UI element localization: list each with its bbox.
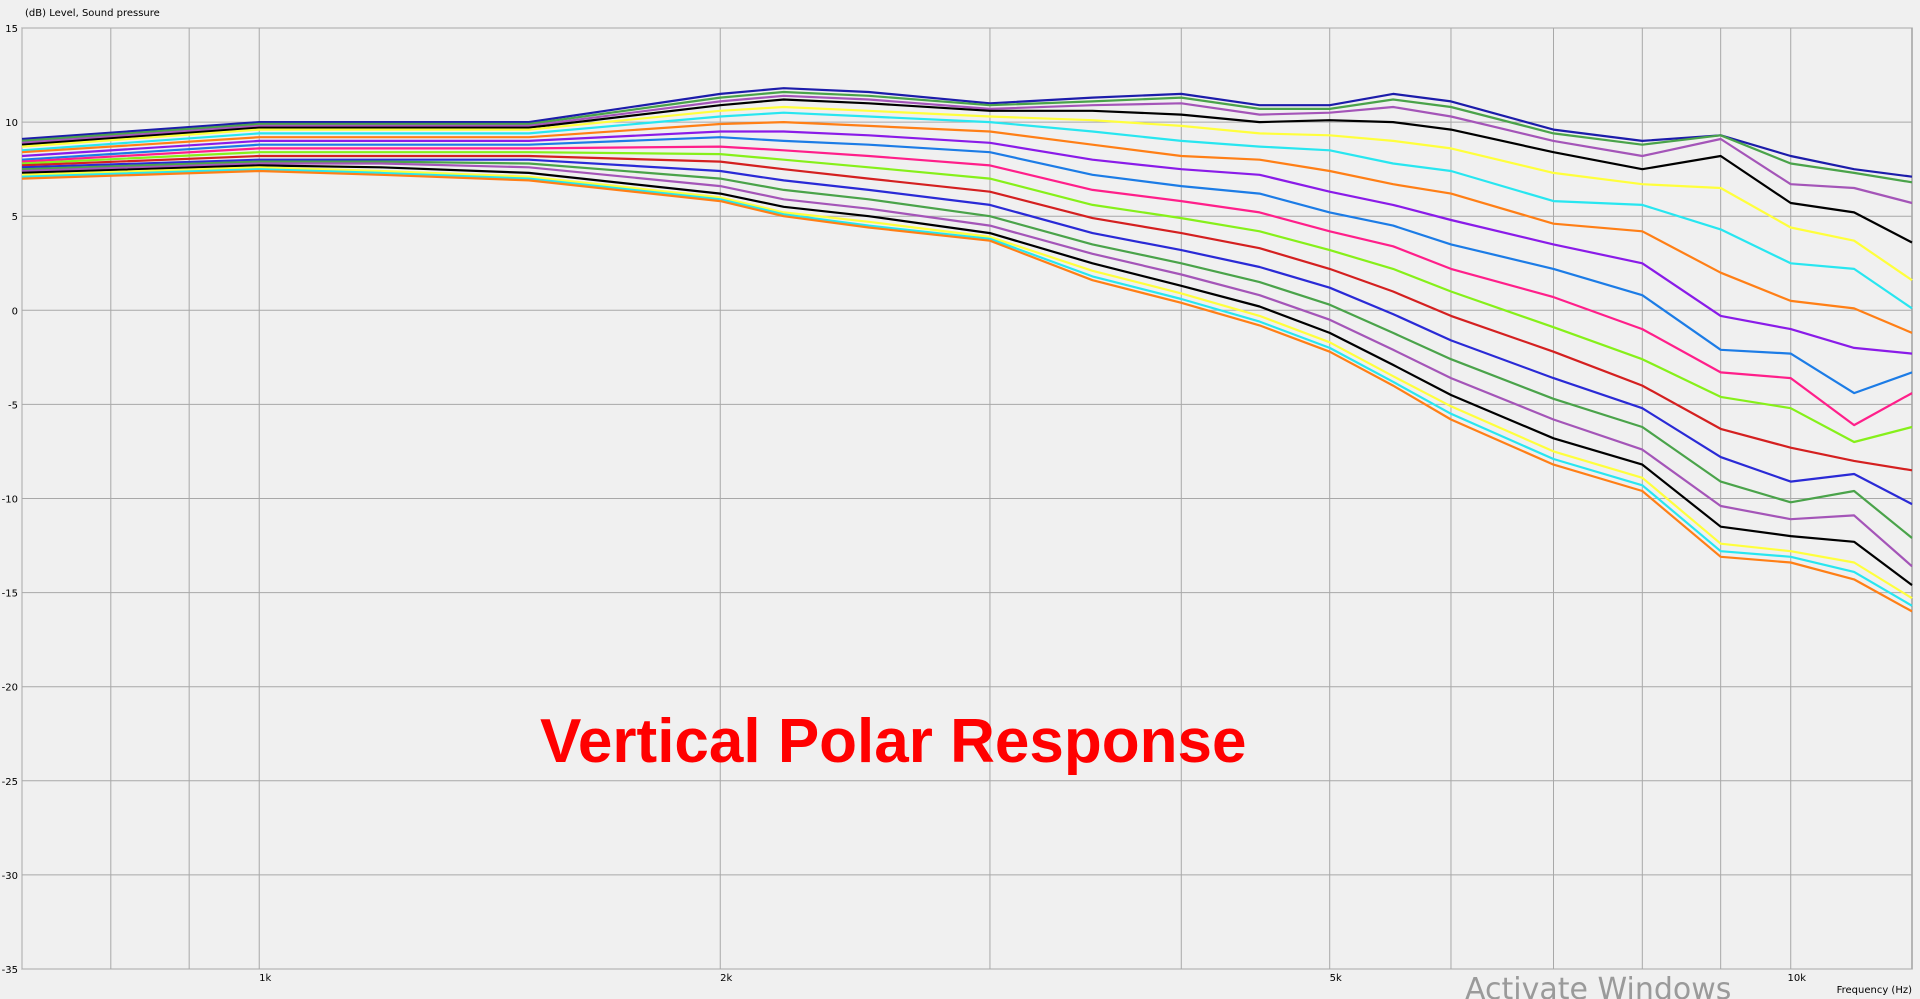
x-tick-labels: 1k 2k 5k 10k — [259, 973, 1806, 984]
series-line-2 — [21, 90, 1913, 184]
y-tick-label: -20 — [2, 683, 18, 694]
series-line-14 — [21, 160, 1913, 539]
y-tick-label: -25 — [2, 777, 18, 788]
y-tick-label: -30 — [2, 871, 18, 882]
series-line-6 — [21, 111, 1913, 310]
y-tick-label: 0 — [12, 306, 18, 317]
y-tick-label: 10 — [5, 118, 18, 129]
series-line-9 — [21, 136, 1913, 395]
series-line-3 — [21, 94, 1913, 205]
x-tick-label: 2k — [720, 973, 732, 984]
y-tick-label: 15 — [5, 24, 18, 35]
series-line-11 — [21, 151, 1913, 444]
series-line-7 — [21, 120, 1913, 334]
x-axis-label: Frequency (Hz) — [1837, 985, 1913, 996]
series-lines — [21, 87, 1913, 613]
x-tick-label: 5k — [1330, 973, 1342, 984]
y-tick-label: -35 — [2, 965, 18, 976]
series-line-15 — [21, 162, 1913, 568]
x-tick-label: 10k — [1787, 973, 1806, 984]
y-axis-label: (dB) Level, Sound pressure — [25, 8, 160, 19]
series-line-4 — [21, 98, 1913, 244]
series-line-5 — [21, 105, 1913, 282]
series-line-17 — [21, 166, 1913, 600]
series-line-8 — [21, 130, 1913, 355]
y-tick-label: -15 — [2, 589, 18, 600]
activate-windows-watermark: Activate Windows — [1465, 972, 1731, 999]
y-tick-label: -10 — [2, 495, 18, 506]
series-line-18 — [21, 168, 1913, 607]
series-line-19 — [21, 169, 1913, 613]
chart-overlay-title: Vertical Polar Response — [540, 707, 1246, 776]
series-line-10 — [21, 145, 1913, 427]
y-tick-label: 5 — [12, 212, 18, 223]
series-line-13 — [21, 158, 1913, 506]
y-tick-labels: 15 10 5 0 -5 -10 -15 -20 -25 -30 -35 — [2, 24, 18, 976]
series-line-12 — [21, 154, 1913, 472]
y-tick-label: -5 — [8, 400, 18, 411]
x-tick-label: 1k — [259, 973, 271, 984]
series-line-16 — [21, 164, 1913, 586]
